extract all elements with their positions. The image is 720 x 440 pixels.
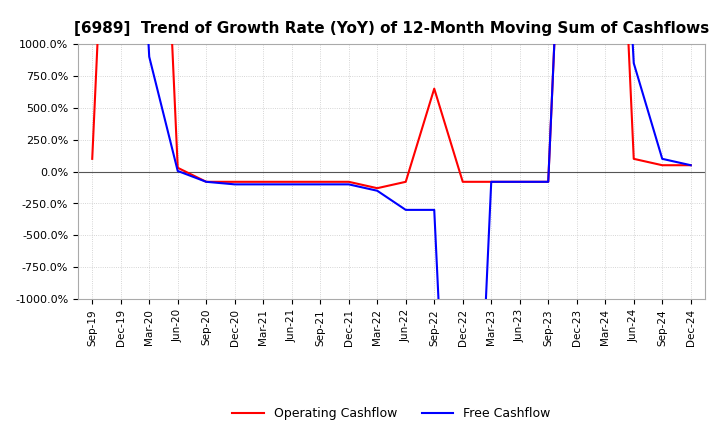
Operating Cashflow	[487, 179, 495, 184]
Operating Cashflow	[430, 86, 438, 92]
Operating Cashflow	[658, 162, 667, 168]
Operating Cashflow	[373, 186, 382, 191]
Free Cashflow	[516, 179, 524, 184]
Operating Cashflow	[516, 179, 524, 184]
Operating Cashflow	[544, 179, 552, 184]
Free Cashflow	[658, 156, 667, 161]
Line: Operating Cashflow: Operating Cashflow	[92, 0, 690, 188]
Free Cashflow	[287, 182, 296, 187]
Title: [6989]  Trend of Growth Rate (YoY) of 12-Month Moving Sum of Cashflows: [6989] Trend of Growth Rate (YoY) of 12-…	[74, 21, 709, 36]
Legend: Operating Cashflow, Free Cashflow: Operating Cashflow, Free Cashflow	[228, 403, 556, 425]
Operating Cashflow	[287, 179, 296, 184]
Operating Cashflow	[344, 179, 353, 184]
Operating Cashflow	[230, 179, 239, 184]
Free Cashflow	[686, 162, 695, 168]
Free Cashflow	[259, 182, 268, 187]
Free Cashflow	[344, 182, 353, 187]
Free Cashflow	[145, 54, 153, 59]
Operating Cashflow	[259, 179, 268, 184]
Free Cashflow	[430, 207, 438, 213]
Free Cashflow	[487, 179, 495, 184]
Operating Cashflow	[686, 162, 695, 168]
Operating Cashflow	[202, 179, 210, 184]
Free Cashflow	[402, 207, 410, 213]
Operating Cashflow	[629, 156, 638, 161]
Free Cashflow	[230, 182, 239, 187]
Free Cashflow	[202, 179, 210, 184]
Free Cashflow	[316, 182, 325, 187]
Operating Cashflow	[316, 179, 325, 184]
Free Cashflow	[174, 169, 182, 174]
Operating Cashflow	[88, 156, 96, 161]
Free Cashflow	[629, 60, 638, 66]
Line: Free Cashflow: Free Cashflow	[92, 0, 690, 440]
Operating Cashflow	[402, 179, 410, 184]
Operating Cashflow	[459, 179, 467, 184]
Free Cashflow	[544, 179, 552, 184]
Operating Cashflow	[174, 165, 182, 170]
Free Cashflow	[373, 188, 382, 194]
